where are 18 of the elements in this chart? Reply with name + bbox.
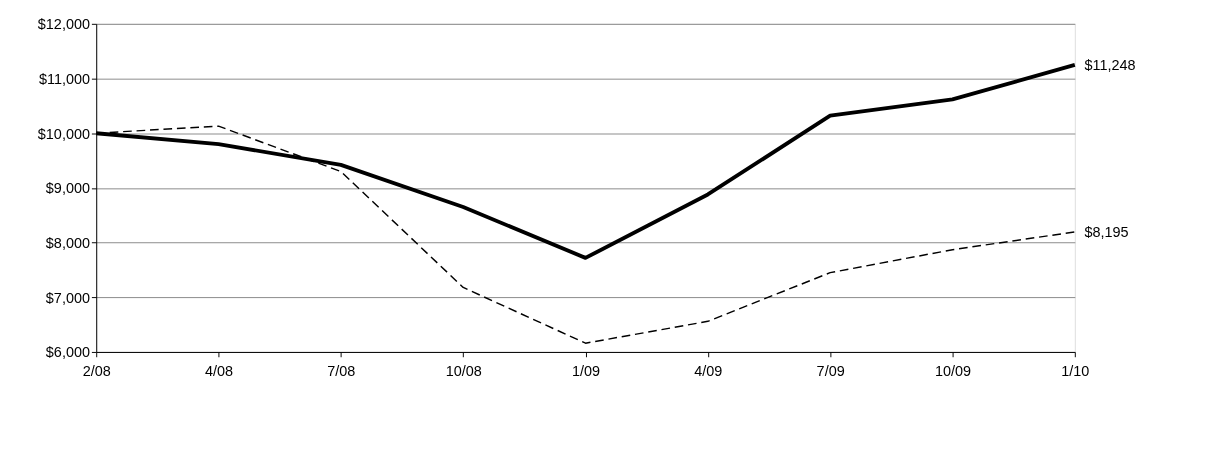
x-tick-label: 7/09	[816, 363, 845, 380]
x-tick-label: 1/09	[571, 363, 601, 380]
x-tick-label: 4/08	[204, 363, 234, 380]
y-tick-label: $8,000	[45, 234, 90, 251]
x-tick-label: 7/08	[327, 363, 356, 380]
x-tick-label: 2/08	[82, 363, 111, 380]
y-tick-label: $10,000	[37, 125, 90, 142]
y-tick-label: $12,000	[37, 16, 90, 33]
x-tick-label: 4/09	[694, 363, 723, 380]
y-tick-label: $9,000	[45, 180, 90, 197]
y-tick-label: $7,000	[45, 289, 90, 306]
x-tick-label: 10/08	[445, 363, 482, 380]
y-tick-label: $11,000	[38, 70, 90, 87]
data-label: $11,248	[1084, 56, 1136, 73]
data-label: $8,195	[1084, 223, 1129, 240]
y-tick-label: $6,000	[45, 344, 90, 361]
x-tick-label: 1/10	[1061, 363, 1090, 380]
x-tick-label: 10/09	[934, 363, 972, 380]
